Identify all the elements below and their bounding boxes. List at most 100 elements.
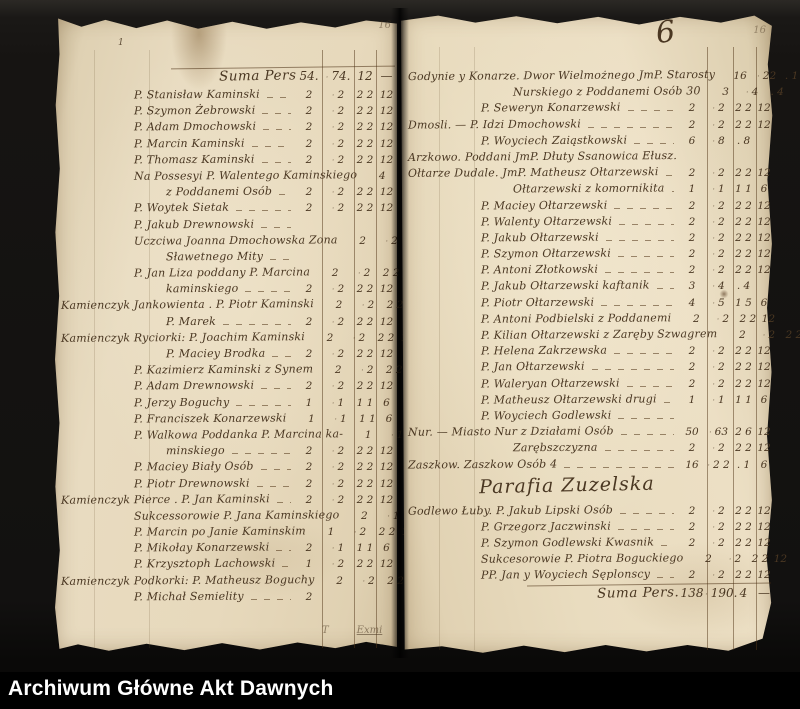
dash-leader — [261, 388, 291, 390]
col-value-2: 2 — [322, 348, 354, 360]
col-value-2: 2 — [705, 505, 732, 517]
col-value-3: 2 2 — [735, 167, 752, 180]
col-value-3: 2 2 — [735, 102, 752, 115]
dash-leader — [619, 223, 674, 225]
col-value-3: 2 2 — [356, 186, 374, 199]
col-value-3: 2 2 — [356, 348, 374, 360]
entry-name: Kamienczyk Podkorki: P. Matheusz Boguchy — [60, 572, 315, 588]
col-value-2: 2 — [705, 232, 732, 244]
col-persons: 1 — [308, 412, 315, 425]
table-row: P. Waleryan Ołtarzewski 2 2 2 2 12 — [401, 376, 773, 393]
table-row: Kamienczyk Pierce . P. Jan Kaminski 2 2 … — [54, 492, 397, 509]
col-grosze: 12 — [379, 348, 394, 360]
entry-name: Sukcessorowie P. Jana Kaminskiego — [133, 508, 340, 523]
col-persons: 2 — [688, 102, 696, 115]
entry-name: P. Franciszek Konarzewski — [133, 411, 287, 426]
col-value-3: 2 2 — [735, 569, 752, 582]
col-persons: 2 — [305, 348, 313, 360]
suma-label: Suma Pers — [218, 67, 297, 85]
col-grosze: 12 — [757, 264, 771, 277]
dash-leader — [236, 210, 291, 212]
col-grosze: 12 — [379, 121, 394, 134]
dash-leader — [251, 145, 291, 147]
col-persons: 2 — [305, 493, 313, 506]
col-value-2: 5 — [705, 297, 732, 309]
col-persons: 2 — [305, 137, 313, 150]
table-row: P. Adam Drewnowski 2 2 2 2 12 — [54, 379, 397, 395]
dash-leader — [626, 385, 674, 387]
table-row: Godlewo Łuby. P. Jakub Lipski Osób 2 2 2… — [401, 503, 773, 520]
col-value-3: 2 2 — [356, 477, 374, 490]
col-persons: 2 — [305, 542, 313, 555]
col-grosze: 12 — [757, 537, 771, 550]
entry-name: P. Maciey Ołtarzewski — [480, 198, 608, 212]
table-row: Dmosli. — P. Idzi Dmochowski 2 2 2 2 12 — [401, 116, 773, 134]
table-row: P. Jakub Ołtarzewski kaftanik 3 4 . 4 — [401, 279, 773, 295]
table-row: Nur. — Miasto Nur z Działami Osób 50 63 … — [401, 424, 773, 441]
suma-value-3: 12 — [357, 69, 373, 83]
entry-name: kaminskiego — [165, 281, 239, 296]
rows-after-heading: Godlewo Łuby. P. Jakub Lipski Osób 2 2 2… — [401, 503, 787, 585]
col-value-2: 4 — [739, 86, 766, 98]
table-row: P. Jan Liza poddany P. Marcina 2 2 2 2 1… — [54, 265, 419, 282]
entry-name: P. Marcin Kaminski — [133, 136, 245, 150]
col-value-2: 2 — [322, 186, 354, 198]
col-persons: 2 — [688, 520, 696, 533]
col-grosze: 12 — [379, 105, 394, 118]
dash-leader — [245, 291, 291, 293]
col-value-3: 2 2 — [735, 118, 752, 131]
col-value-3: 1 1 — [735, 393, 752, 406]
entry-name: P. Maciey Brodka — [165, 346, 266, 361]
col-value-3: 2 2 — [735, 215, 752, 228]
table-row: P. Piotr Drewnowski 2 2 2 2 12 — [54, 476, 397, 493]
col-grosze: 12 — [757, 167, 771, 180]
entry-name: Nur. — Miasto Nur z Działami Osób — [407, 424, 614, 439]
col-grosze: 12 — [757, 377, 771, 390]
col-persons: 4 — [378, 169, 386, 182]
col-value-2: 2 — [351, 364, 383, 376]
col-value-2: 2 — [709, 313, 736, 325]
entry-name: Kamienczyk Jankowienta . P. Piotr Kamins… — [60, 297, 314, 313]
col-value-3: 2 2 — [735, 537, 752, 550]
dash-leader — [261, 161, 291, 163]
col-persons: 2 — [688, 345, 696, 358]
col-value-2: 1 — [705, 394, 732, 406]
col-grosze: 6 — [385, 412, 393, 425]
dash-leader — [260, 469, 291, 471]
col-persons: 2 — [688, 231, 696, 244]
col-value-2: 2 — [705, 361, 732, 373]
table-row: P. Szymon Ołtarzewski 2 2 2 2 12 — [401, 247, 773, 263]
col-value-3: 2 2 — [356, 89, 374, 101]
suma-label: Suma Pers. — [596, 583, 680, 602]
col-persons: 1 — [688, 393, 696, 406]
dash-leader — [665, 175, 674, 177]
entry-name: P. Marek — [165, 314, 217, 328]
col-value-2: 2 — [348, 267, 380, 279]
table-row: Sławetnego Mity — [54, 250, 397, 266]
dash-leader — [618, 417, 674, 419]
dash-leader — [663, 401, 674, 403]
col-value-3: 2 2 — [356, 380, 374, 393]
col-persons: 2 — [334, 364, 342, 377]
table-row: P. Franciszek Konarzewski 1 1 1 1 6 — [54, 411, 397, 428]
col-persons: 2 — [305, 380, 313, 393]
table-row: P. Stanisław Kaminski 2 2 2 2 12 — [54, 88, 397, 104]
col-persons: 2 — [305, 105, 313, 118]
dash-leader — [620, 434, 674, 436]
table-row: P. Mikołay Konarzewski 2 1 1 1 6 — [54, 541, 397, 557]
entry-name: P. Marcin po Janie Kaminskim — [133, 524, 306, 539]
col-value-3: 2 2 — [739, 312, 757, 325]
dash-leader — [223, 323, 291, 325]
table-row: Nurskiego z Poddanemi Osób 30 3 4 . 4 — [401, 85, 784, 101]
rows-before-heading: Godynie y Konarze. Dwor Wielmożnego JmP.… — [401, 68, 800, 474]
entry-name: P. Jakub Ołtarzewski kaftanik — [480, 278, 650, 294]
entry-name: Uczciwa Joanna Dmochowska Zona — [133, 232, 338, 248]
entry-name: z Poddanemi Osób — [165, 184, 273, 199]
folio-mark: 1 — [118, 38, 124, 48]
entry-name: P. Thomasz Kaminski — [133, 152, 255, 167]
table-row: P. Adam Dmochowski 2 2 2 2 12 — [54, 120, 397, 136]
margin-rule — [94, 50, 95, 648]
entry-name: Dmosli. — P. Idzi Dmochowski — [407, 116, 582, 132]
entry-name: P. Stanisław Kaminski — [133, 87, 260, 102]
dash-leader — [279, 194, 291, 196]
